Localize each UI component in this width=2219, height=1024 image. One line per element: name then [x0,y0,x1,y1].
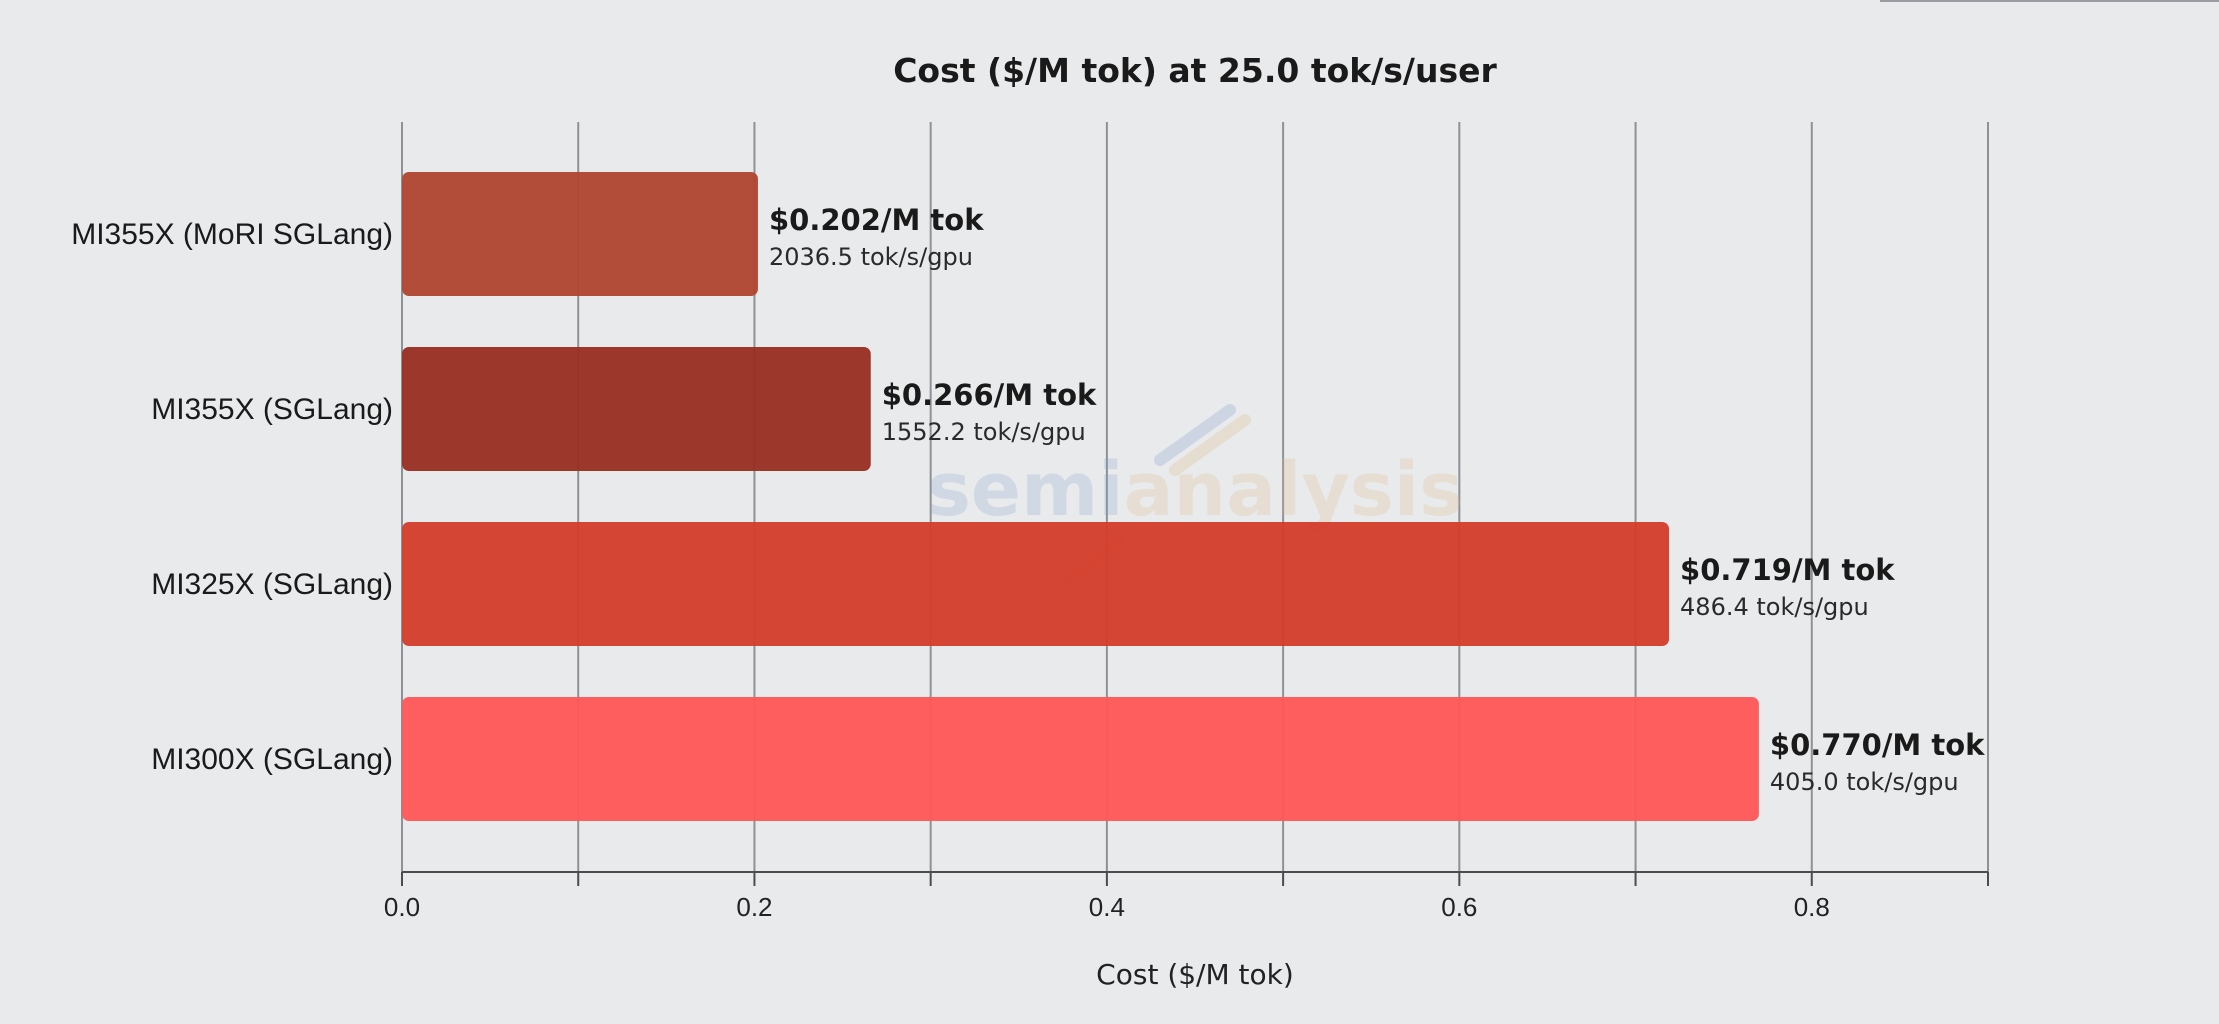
bars: MI355X (MoRI SGLang) $0.202/M tok 2036.5 t… [71,172,1985,821]
value-label: $0.202/M tok [769,203,984,237]
value-label: $0.266/M tok [882,378,1097,412]
x-axis: 0.0 0.2 0.4 0.6 0.8 [384,871,1989,922]
throughput-label: 1552.2 tok/s/gpu [882,418,1086,446]
watermark-stroke [1169,414,1251,476]
bar [402,347,871,471]
top-edge-line [1880,0,2219,2]
x-axis-label: Cost ($/M tok) [1096,958,1294,991]
bar [402,697,1759,821]
value-label: $0.719/M tok [1680,553,1895,587]
category-label: MI355X (MoRI SGLang) [71,218,393,251]
throughput-label: 2036.5 tok/s/gpu [769,243,973,271]
value-label: $0.770/M tok [1770,728,1985,762]
throughput-label: 486.4 tok/s/gpu [1680,593,1869,621]
tick-label: 0.6 [1441,892,1477,922]
category-label: MI325X (SGLang) [151,568,393,601]
watermark-text: semianalysis [927,447,1463,533]
tick-label: 0.8 [1794,892,1830,922]
bar [402,522,1670,646]
tick-label: 0.4 [1089,892,1125,922]
throughput-label: 405.0 tok/s/gpu [1770,768,1959,796]
chart-title: Cost ($/M tok) at 25.0 tok/s/user [893,51,1497,90]
watermark-part: analysis [1124,447,1464,533]
bar [402,172,758,296]
category-label: MI355X (SGLang) [151,393,393,426]
category-label: MI300X (SGLang) [151,743,393,776]
watermark-part: semi [927,447,1124,533]
tick-label: 0.0 [384,892,420,922]
tick-label: 0.2 [736,892,772,922]
watermark-stroke [1154,404,1236,466]
